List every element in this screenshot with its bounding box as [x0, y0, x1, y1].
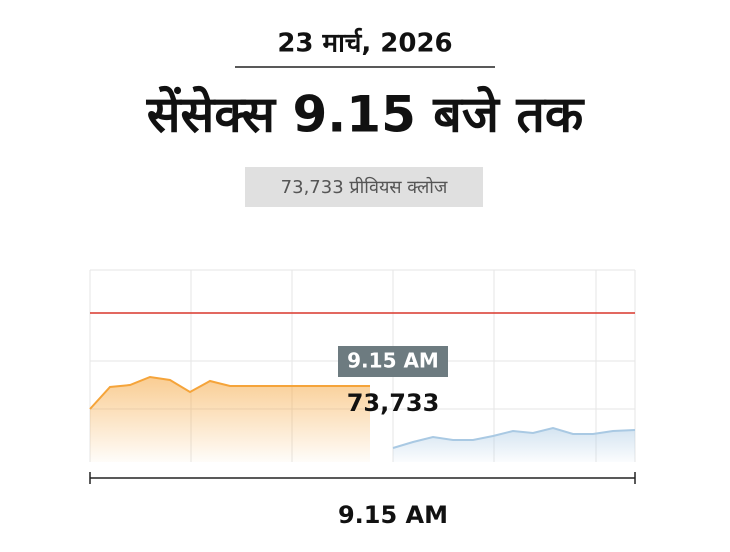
line	[89, 375, 370, 410]
area	[90, 377, 370, 462]
annotation-box	[338, 346, 448, 377]
annotation-value: 73,733	[347, 389, 440, 417]
subtitle-box	[245, 167, 483, 207]
x-axis-label: 9.15 AM	[338, 501, 448, 529]
annotation-time: 9.15 AM	[347, 349, 439, 373]
chart-title: सेंसेक्स 9.15 बजे तक	[146, 86, 585, 144]
date: 23 मार्च, 2026	[277, 28, 452, 59]
area	[393, 428, 635, 462]
subtitle: 73,733 प्रीवियस क्लोज	[281, 176, 448, 198]
line	[392, 426, 636, 449]
